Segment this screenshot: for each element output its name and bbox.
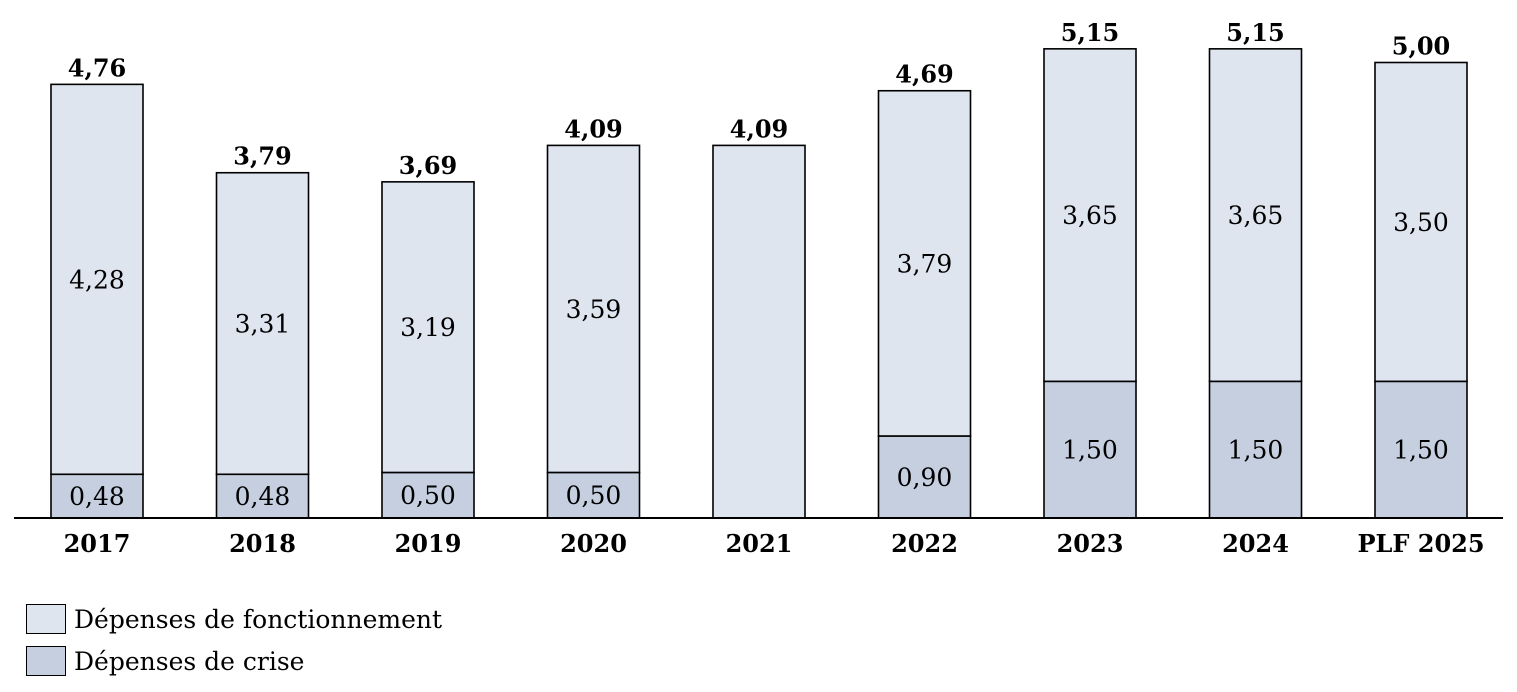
total-label: 4,76 — [68, 53, 126, 82]
category-label: 2023 — [1057, 529, 1124, 558]
total-label: 3,79 — [233, 142, 291, 171]
segment-label: 4,28 — [69, 265, 125, 294]
segment-label: 3,65 — [1228, 201, 1284, 230]
segment-label: 3,79 — [897, 249, 953, 278]
bar-segment-crise — [1374, 380, 1468, 519]
category-label: 2017 — [64, 529, 131, 558]
bar-segment-fonctionnement — [215, 171, 310, 476]
segment-label: 3,65 — [1062, 201, 1118, 230]
bar-segment-fonctionnement — [50, 83, 144, 476]
bar-segment-crise — [50, 473, 144, 519]
segment-label: 0,48 — [69, 482, 125, 511]
segment-label: 0,90 — [897, 463, 953, 492]
segment-label: 0,50 — [566, 481, 622, 510]
segment-label: 3,59 — [566, 295, 622, 324]
category-label: 2018 — [229, 529, 296, 558]
category-label: 2022 — [891, 529, 958, 558]
bar-segment-crise — [1043, 380, 1137, 519]
category-label: 2020 — [560, 529, 627, 558]
segment-label: 1,50 — [1062, 436, 1118, 465]
segment-label: 3,19 — [400, 313, 456, 342]
legend-swatch-crise — [26, 646, 66, 676]
bar-segment-fonctionnement — [1043, 48, 1137, 383]
legend-label-crise: Dépenses de crise — [74, 646, 305, 676]
stacked-bar-chart: 0,48 4,28 4,76 2017 0,48 3,31 3,79 2018 0,50 3,19… — [14, 18, 1503, 558]
category-label: PLF 2025 — [1357, 529, 1484, 558]
category-label: 2024 — [1222, 529, 1289, 558]
total-label: 4,09 — [730, 114, 788, 143]
legend: Dépenses de fonctionnement Dépenses de c… — [26, 598, 442, 682]
segment-label: 0,48 — [235, 482, 291, 511]
total-label: 4,69 — [895, 60, 953, 89]
category-label: 2021 — [726, 529, 793, 558]
bar-segment-fonctionnement — [1208, 48, 1303, 383]
legend-label-fonctionnement: Dépenses de fonctionnement — [74, 604, 443, 634]
bar-segment-fonctionnement — [712, 144, 806, 519]
total-label: 5,00 — [1392, 32, 1450, 61]
total-label: 3,69 — [399, 151, 457, 180]
category-label: 2019 — [395, 529, 462, 558]
total-label: 5,15 — [1226, 18, 1284, 47]
segment-label: 3,31 — [235, 310, 291, 339]
segment-label: 1,50 — [1393, 436, 1449, 465]
bar-segment-fonctionnement — [381, 181, 475, 474]
segment-label: 3,50 — [1393, 208, 1449, 237]
bar-segment-fonctionnement — [877, 89, 972, 437]
legend-item-crise: Dépenses de crise — [26, 640, 442, 682]
segment-label: 1,50 — [1228, 436, 1284, 465]
legend-item-fonctionnement: Dépenses de fonctionnement — [26, 598, 442, 640]
bar-segment-fonctionnement — [1374, 61, 1468, 383]
total-label: 5,15 — [1061, 18, 1119, 47]
bar-segment-fonctionnement — [546, 144, 641, 474]
legend-swatch-fonctionnement — [26, 604, 66, 634]
total-label: 4,09 — [564, 114, 622, 143]
segment-label: 0,50 — [400, 481, 456, 510]
